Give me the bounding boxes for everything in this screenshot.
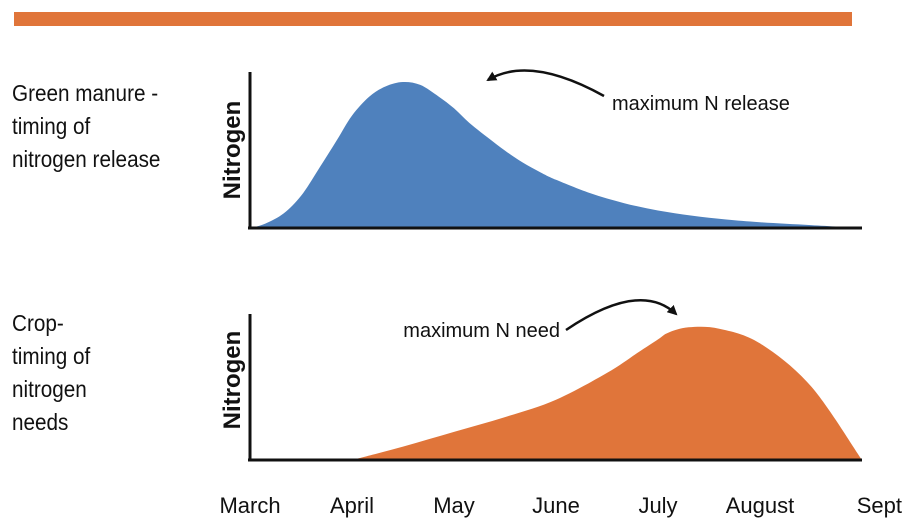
nitrogen-area-1 [250, 81, 862, 229]
month-label-sept: Sept [857, 493, 902, 518]
annotation-text-1: maximum N release [612, 93, 790, 115]
top-accent-bar [14, 12, 852, 26]
y-axis-label-1: Nitrogen [219, 101, 246, 200]
nitrogen-area-2 [352, 326, 862, 460]
month-label-august: August [726, 493, 795, 518]
month-label-may: May [433, 493, 475, 518]
green-manure-label: Green manure - timing of nitrogen releas… [12, 80, 161, 172]
annotation-text-2: maximum N need [403, 320, 560, 342]
month-label-july: July [638, 493, 677, 518]
chart-panel-2: Nitrogen maximum N need [219, 299, 862, 462]
chart-panel-1: Nitrogen maximum N release [219, 69, 862, 230]
month-label-june: June [532, 493, 580, 518]
crop-label: Crop- timing of nitrogen needs [12, 310, 91, 435]
month-label-march: March [219, 493, 280, 518]
month-labels: March April May June July August Sept [219, 493, 902, 518]
y-axis-label-2: Nitrogen [219, 331, 246, 430]
month-label-april: April [330, 493, 374, 518]
annotation-arrow-1 [486, 69, 605, 98]
annotation-arrow-2 [565, 299, 678, 332]
